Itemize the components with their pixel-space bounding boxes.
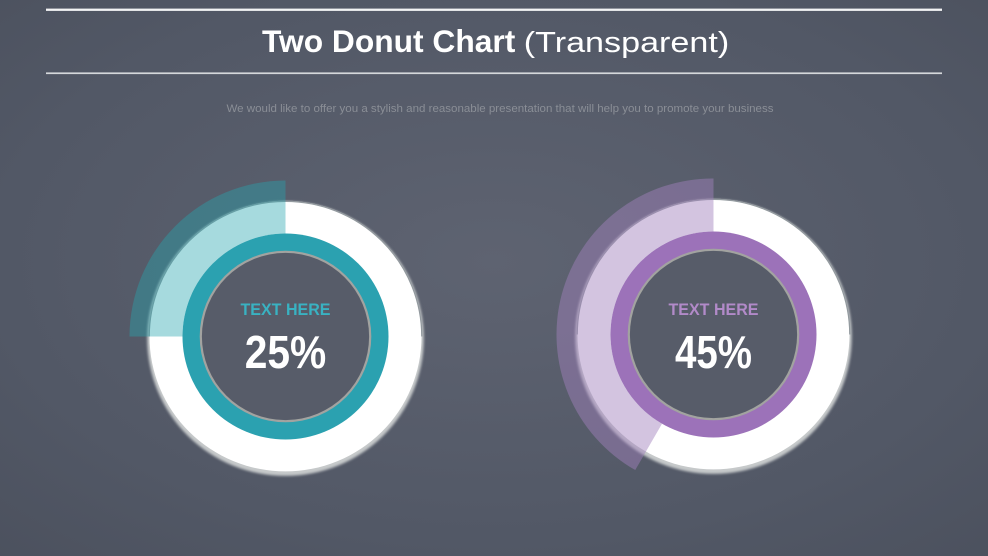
svg-text:TEXT HERE: TEXT HERE — [241, 300, 331, 319]
svg-text:(Transparent): (Transparent) — [524, 27, 729, 59]
svg-text:45%: 45% — [675, 326, 752, 378]
svg-text:25%: 25% — [245, 326, 327, 378]
svg-text:Two Donut Chart: Two Donut Chart — [262, 23, 516, 59]
svg-text:TEXT HERE: TEXT HERE — [669, 300, 759, 319]
svg-text:We would like to offer you a s: We would like to offer you a stylish and… — [227, 103, 774, 115]
